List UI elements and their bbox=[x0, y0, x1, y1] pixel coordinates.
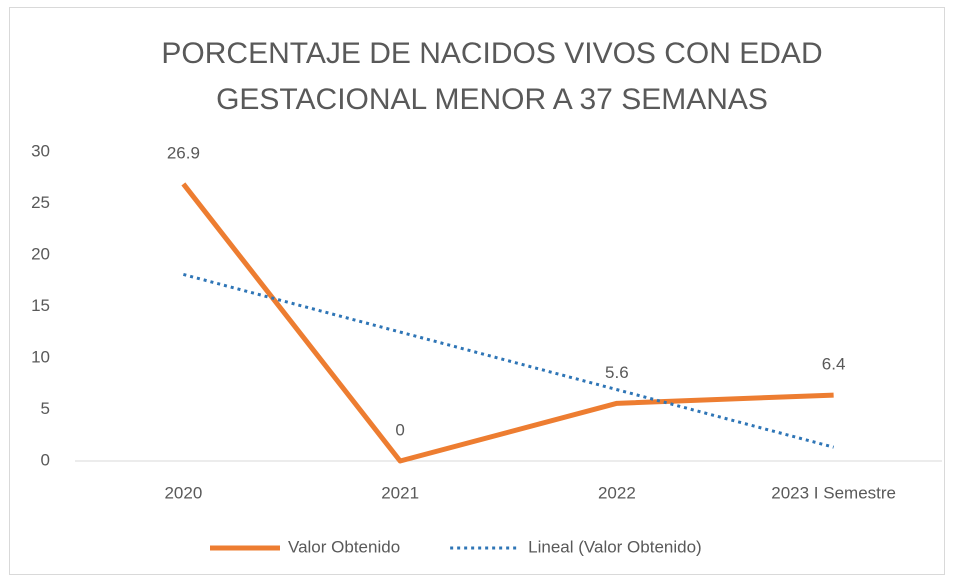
data-label: 26.9 bbox=[167, 143, 200, 162]
x-tick-label: 2022 bbox=[598, 483, 636, 502]
data-label: 0 bbox=[395, 420, 404, 439]
x-tick-label: 2020 bbox=[164, 483, 202, 502]
series-line bbox=[181, 182, 834, 464]
y-tick-label: 25 bbox=[31, 193, 50, 212]
data-label: 5.6 bbox=[605, 363, 629, 382]
y-tick-label: 0 bbox=[41, 450, 50, 469]
data-label: 6.4 bbox=[822, 355, 846, 374]
x-tick-label: 2021 bbox=[381, 483, 419, 502]
y-tick-label: 30 bbox=[31, 141, 50, 160]
y-tick-label: 5 bbox=[41, 399, 50, 418]
chart-title: GESTACIONAL MENOR A 37 SEMANAS bbox=[216, 83, 768, 116]
series-line bbox=[182, 273, 835, 449]
x-tick-label: 2023 I Semestre bbox=[771, 483, 896, 502]
legend-label: Lineal (Valor Obtenido) bbox=[528, 537, 702, 556]
y-tick-label: 20 bbox=[31, 244, 50, 263]
chart-title: PORCENTAJE DE NACIDOS VIVOS CON EDAD bbox=[161, 37, 822, 70]
y-tick-label: 15 bbox=[31, 296, 50, 315]
legend-label: Valor Obtenido bbox=[288, 537, 400, 556]
chart-frame bbox=[9, 7, 945, 575]
y-tick-label: 10 bbox=[31, 347, 50, 366]
